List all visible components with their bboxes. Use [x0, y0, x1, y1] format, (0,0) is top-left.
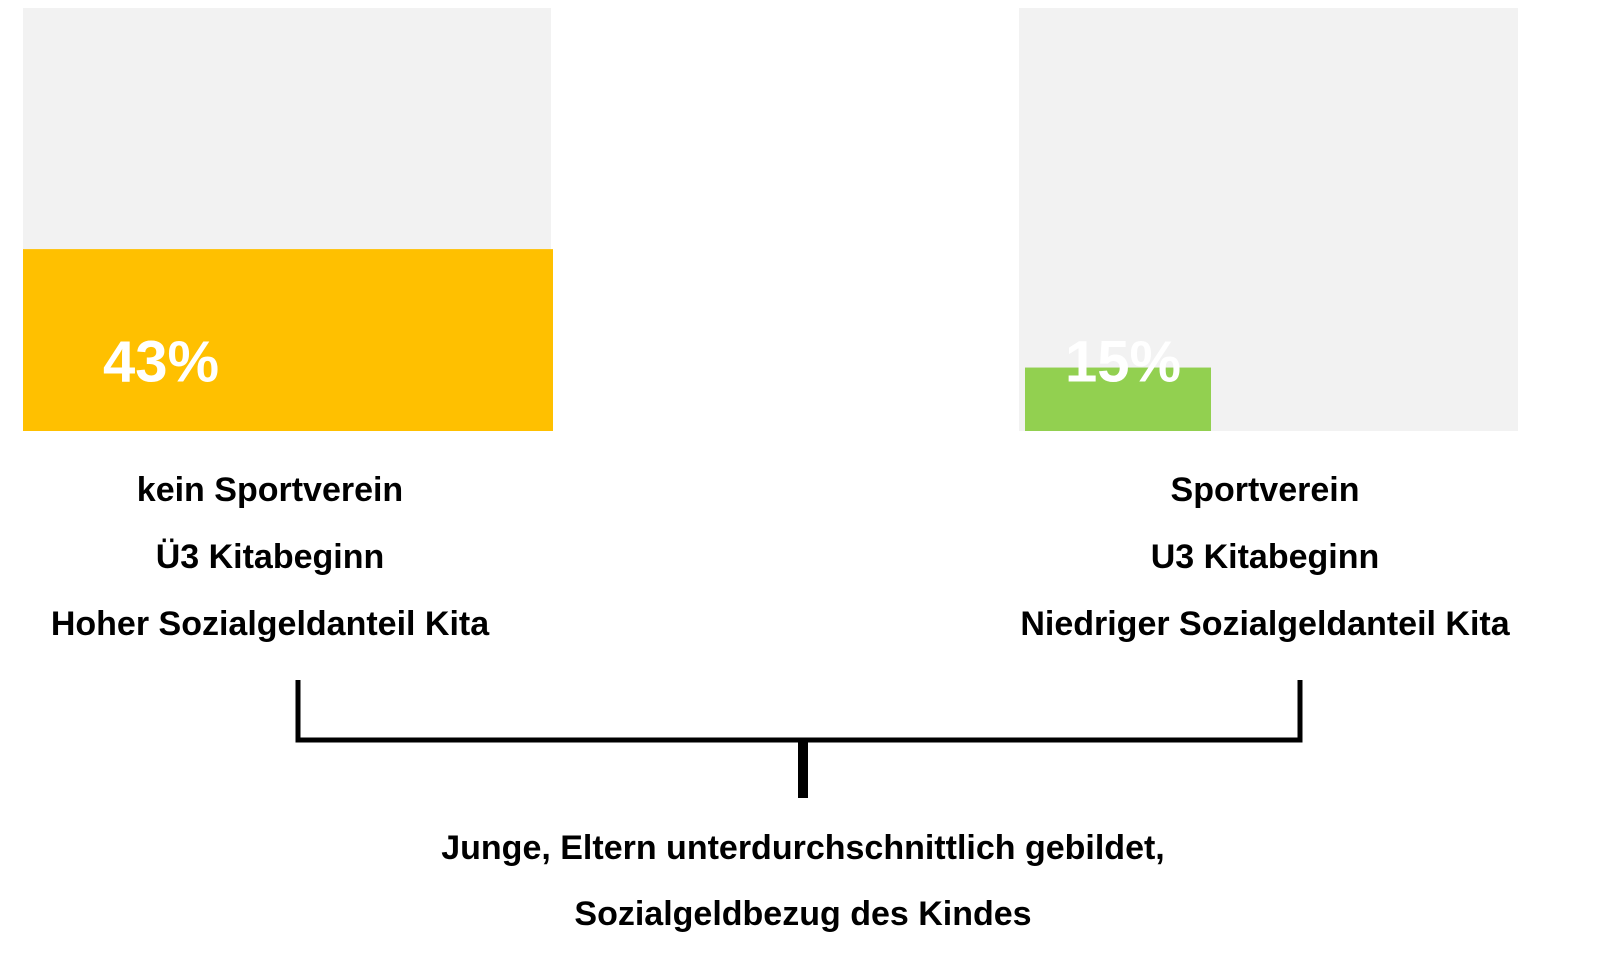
value-label: 15%: [1065, 329, 1181, 394]
annotation: Sozialgeldbezug des Kindes: [574, 895, 1031, 933]
category-label: U3 Kitabeginn: [1151, 538, 1380, 576]
category-label: Hoher Sozialgeldanteil Kita: [51, 605, 490, 643]
bar-background: [1019, 8, 1518, 431]
category-label: Niedriger Sozialgeldanteil Kita: [1020, 605, 1510, 643]
category-label: kein Sportverein: [137, 471, 403, 509]
bracket: [295, 680, 1303, 798]
bar: [23, 249, 553, 431]
bar: [1025, 367, 1211, 431]
category-label: Ü3 Kitabeginn: [156, 538, 385, 576]
annotation: Junge, Eltern unterdurchschnittlich gebi…: [441, 829, 1165, 867]
category-label: Sportverein: [1171, 471, 1360, 509]
value-label: 43%: [103, 329, 219, 394]
